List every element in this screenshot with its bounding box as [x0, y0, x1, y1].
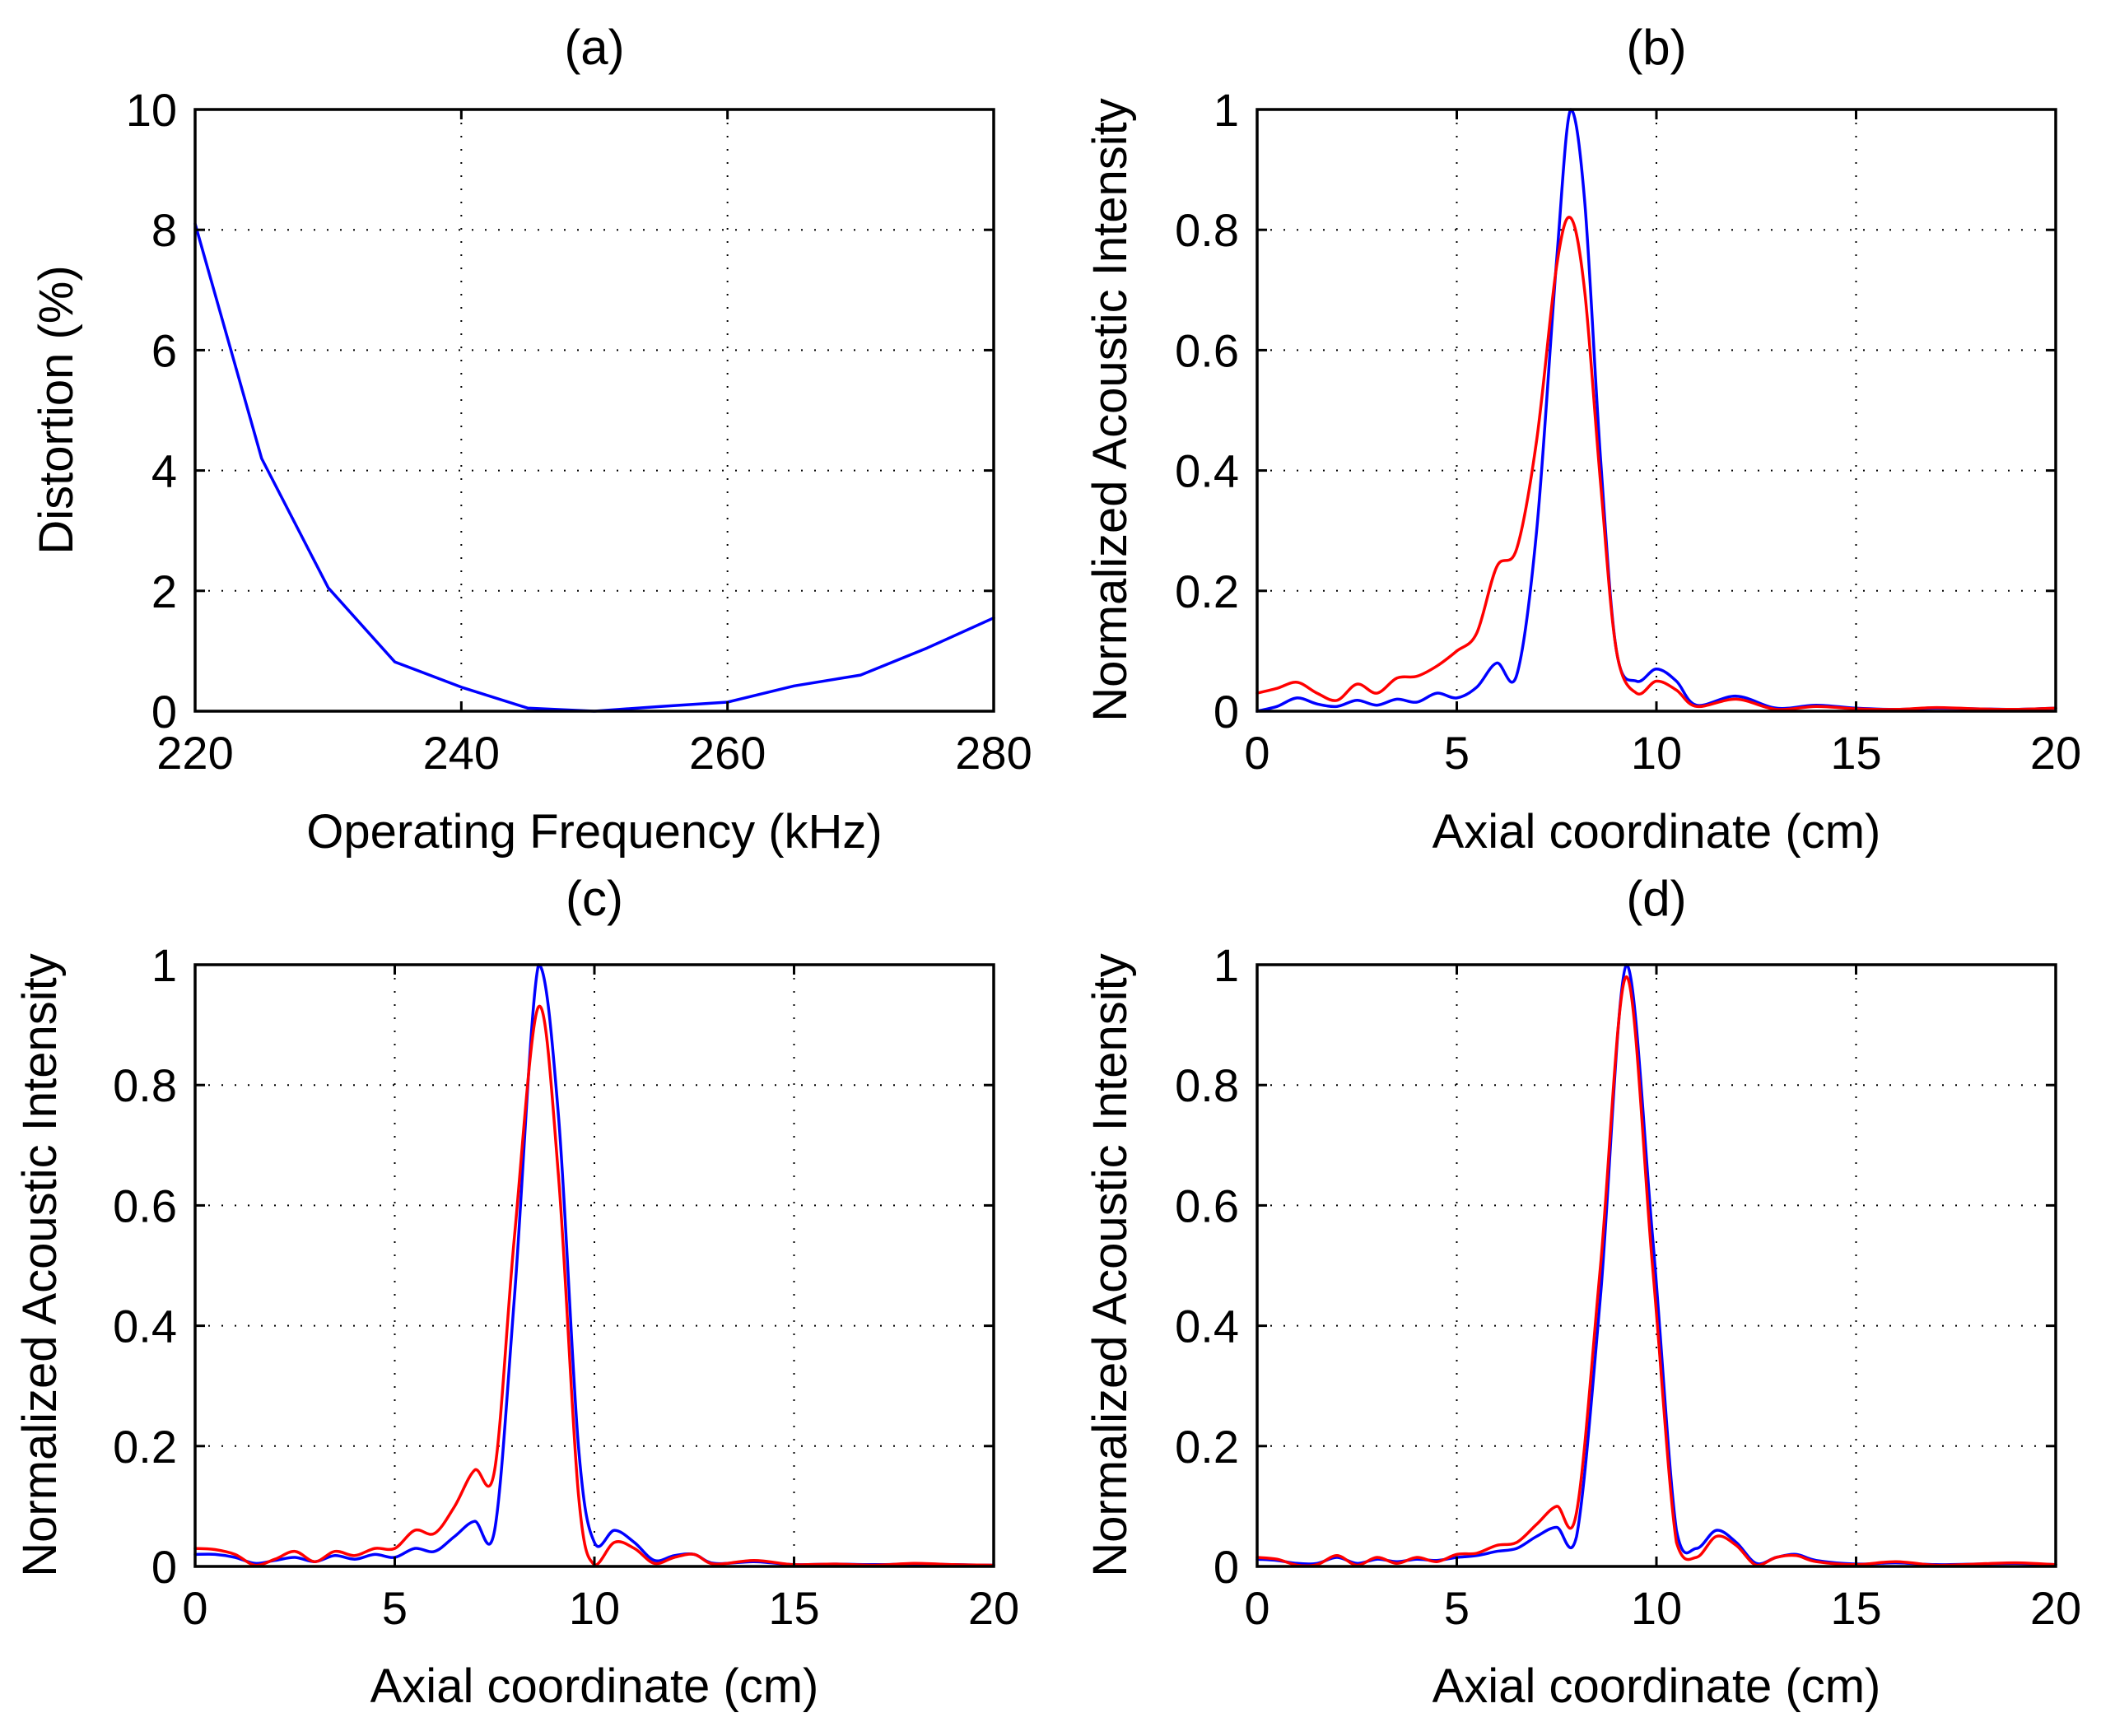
panel-b-xtick-label-0: 0 — [1244, 727, 1269, 779]
panel-b-xtick-label-4: 20 — [2030, 727, 2081, 779]
panel-a-ytick-label-5: 10 — [126, 84, 177, 136]
panel-d-ylabel: Normalized Acoustic Intensity — [1083, 953, 1137, 1577]
panel-b-ytick-label-1: 0.2 — [1175, 565, 1239, 617]
panel-a-ytick-label-3: 6 — [151, 324, 177, 376]
panel-d-series-red — [1255, 975, 2057, 1568]
panel-c-xtick-label-3: 15 — [768, 1582, 819, 1634]
panel-b-xlabel: Axial coordinate (cm) — [1432, 805, 1881, 859]
panel-c-xtick-label-4: 20 — [968, 1582, 1019, 1634]
panel-d-xlabel: Axial coordinate (cm) — [1432, 1659, 1881, 1713]
panel-a-xtick-label-3: 280 — [955, 727, 1032, 779]
panel-a-ytick-label-4: 8 — [151, 204, 177, 256]
panel-a-grid — [195, 109, 994, 711]
panel-c-xtick-label-0: 0 — [182, 1582, 207, 1634]
panel-c-ytick-label-0: 0 — [151, 1541, 177, 1593]
panel-c-ytick-label-4: 0.8 — [113, 1059, 177, 1111]
panel-d-xtick-label-1: 5 — [1444, 1582, 1470, 1634]
panel-d-ytick-label-3: 0.6 — [1175, 1180, 1239, 1231]
panel-a-xtick-label-0: 220 — [156, 727, 233, 779]
panel-a: (a) 220 240 260 280 0 2 4 6 8 10 Operating Freque… — [30, 20, 1032, 859]
panel-d-series — [1255, 963, 2057, 1568]
panel-c-xtick-label-1: 5 — [382, 1582, 408, 1634]
panel-b: (b) 0 5 10 15 20 0 0.2 0.4 0.6 0.8 1 Axial coordin… — [1083, 20, 2081, 859]
panel-b-xtick-label-2: 10 — [1631, 727, 1682, 779]
panel-a-ytick-label-2: 4 — [151, 445, 177, 497]
panel-c-ylabel: Normalized Acoustic Intensity — [13, 953, 67, 1577]
panel-b-title: (b) — [1626, 20, 1686, 75]
panel-c-grid — [195, 965, 994, 1566]
panel-b-ytick-label-0: 0 — [1214, 686, 1239, 738]
panel-d-ytick-label-5: 1 — [1214, 939, 1239, 991]
panel-c-title: (c) — [566, 871, 623, 926]
panel-b-grid — [1257, 109, 2056, 711]
panel-a-xtick-label-1: 240 — [423, 727, 500, 779]
panel-d-ytick-label-2: 0.4 — [1175, 1301, 1239, 1352]
panel-b-ylabel: Normalized Acoustic Intensity — [1083, 98, 1137, 722]
panel-a-xlabel: Operating Frequency (kHz) — [306, 805, 882, 859]
panel-a-axes-frame — [193, 108, 995, 713]
panel-d-ytick-label-1: 0.2 — [1175, 1421, 1239, 1473]
panel-b-ytick-label-4: 0.8 — [1175, 204, 1239, 256]
panel-c-series-red — [193, 1004, 995, 1567]
panel-b-xtick-label-1: 5 — [1444, 727, 1470, 779]
panel-c-ytick-label-2: 0.4 — [113, 1301, 177, 1352]
panel-c-series — [193, 963, 995, 1567]
panel-a-title: (a) — [564, 20, 624, 75]
panel-c-ytick-label-3: 0.6 — [113, 1180, 177, 1231]
panel-c-xtick-label-2: 10 — [569, 1582, 620, 1634]
panel-d-xtick-label-0: 0 — [1244, 1582, 1269, 1634]
panel-d-ytick-label-4: 0.8 — [1175, 1059, 1239, 1111]
panel-a-ticks: 220 240 260 280 0 2 4 6 8 10 — [126, 84, 1032, 779]
panel-d-xtick-label-3: 15 — [1830, 1582, 1881, 1634]
panel-d-ticks: 0 5 10 15 20 0 0.2 0.4 0.6 0.8 1 — [1175, 939, 2081, 1634]
panel-b-ticks: 0 5 10 15 20 0 0.2 0.4 0.6 0.8 1 — [1175, 84, 2081, 779]
panel-d-ytick-label-0: 0 — [1214, 1541, 1239, 1593]
panel-a-xtick-label-2: 260 — [689, 727, 766, 779]
panel-c-ytick-label-1: 0.2 — [113, 1421, 177, 1473]
panel-c: (c) 0 5 10 15 20 0 0.2 0.4 0.6 0.8 1 Axial coordin… — [13, 871, 1019, 1713]
panel-b-ytick-label-2: 0.4 — [1175, 445, 1239, 497]
panel-a-ytick-label-0: 0 — [151, 686, 177, 738]
panel-b-xtick-label-3: 15 — [1830, 727, 1881, 779]
panel-c-ytick-label-5: 1 — [151, 939, 177, 991]
panel-b-ytick-label-5: 1 — [1214, 84, 1239, 136]
panel-c-ticks: 0 5 10 15 20 0 0.2 0.4 0.6 0.8 1 — [113, 939, 1019, 1634]
panel-b-series-red — [1255, 216, 2057, 711]
panel-d: (d) 0 5 10 15 20 0 0.2 0.4 0.6 0.8 1 Axial coordin… — [1083, 871, 2081, 1713]
panel-b-ytick-label-3: 0.6 — [1175, 324, 1239, 376]
panel-c-xlabel: Axial coordinate (cm) — [370, 1659, 819, 1713]
panel-d-grid — [1257, 965, 2056, 1566]
panel-a-ylabel: Distortion (%) — [30, 265, 83, 554]
panel-d-xtick-label-4: 20 — [2030, 1582, 2081, 1634]
panel-d-xtick-label-2: 10 — [1631, 1582, 1682, 1634]
panel-a-ytick-label-1: 2 — [151, 565, 177, 617]
panel-d-title: (d) — [1626, 871, 1686, 926]
